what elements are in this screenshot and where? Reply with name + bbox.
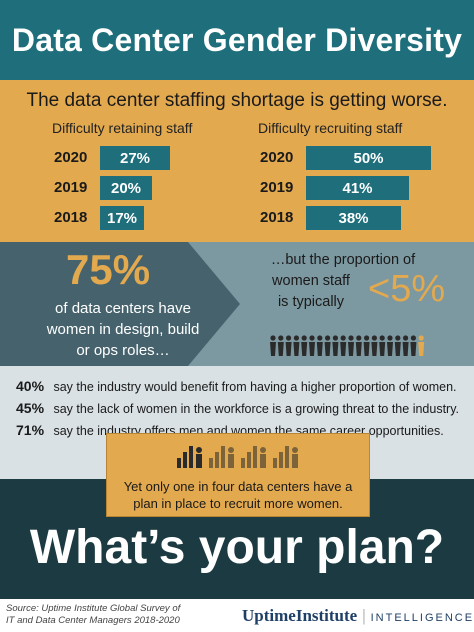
callout-line2: plan in place to recruit more women. xyxy=(133,496,343,511)
stat-text: say the industry would benefit from havi… xyxy=(53,380,457,394)
data-bar: 41% xyxy=(306,176,409,200)
year-tick-label: 2018 xyxy=(54,209,88,226)
growth-chart-people-icon xyxy=(177,446,298,468)
source-note: Source: Uptime Institute Global Survey o… xyxy=(6,603,180,627)
stat-percentage: 71% xyxy=(16,422,45,438)
source-line2: IT and Data Center Managers 2018-2020 xyxy=(6,615,180,626)
shortage-subtitle: The data center staffing shortage is get… xyxy=(26,90,448,111)
women-proportion-section: 75% of data centers have women in design… xyxy=(0,242,474,366)
recruiting-chart-title: Difficulty recruiting staff xyxy=(258,120,403,136)
callout-line1: Yet only one in four data centers have a xyxy=(123,479,353,494)
bar-value-label: 17% xyxy=(106,209,138,227)
brand-separator: | xyxy=(362,606,366,625)
design-roles-percentage: 75% xyxy=(66,246,151,293)
stat-percentage: 45% xyxy=(16,400,45,416)
stat-text: say the lack of women in the workforce i… xyxy=(53,402,460,416)
year-tick-label: 2020 xyxy=(260,149,294,166)
staff-text-line1: …but the proportion of xyxy=(270,252,416,268)
year-tick-label: 2019 xyxy=(260,179,294,196)
data-bar: 50% xyxy=(306,146,431,170)
footer: Source: Uptime Institute Global Survey o… xyxy=(0,599,474,632)
staff-text-line2: women staff xyxy=(272,273,350,289)
year-tick-label: 2019 xyxy=(54,179,88,196)
closing-headline: What’s your plan? xyxy=(29,521,445,574)
brand-name: UptimeInstitute xyxy=(242,606,358,625)
bar-value-label: 50% xyxy=(353,149,384,167)
bar-value-label: 20% xyxy=(110,179,142,197)
data-bar: 20% xyxy=(100,176,152,200)
staff-percentage: <5% xyxy=(368,268,446,310)
stat-row: 40% say the industry would benefit from … xyxy=(16,378,457,394)
staff-proportion-text: …but the proportion of women staff is ty… xyxy=(248,250,448,313)
arrow-shape xyxy=(0,242,240,366)
bar-value-label: 41% xyxy=(342,179,373,197)
retaining-chart-title: Difficulty retaining staff xyxy=(52,120,193,136)
bar-value-label: 27% xyxy=(119,149,151,167)
staffing-section: The data center staffing shortage is get… xyxy=(0,80,474,242)
bar-value-label: 38% xyxy=(338,209,369,227)
staff-text-line3: is typically xyxy=(277,294,345,310)
data-bar: 38% xyxy=(306,206,401,230)
brand-logo: UptimeInstitute | INTELLIGENCE xyxy=(242,606,474,626)
year-tick-label: 2018 xyxy=(260,209,294,226)
people-icon xyxy=(270,335,425,356)
brand-division: INTELLIGENCE xyxy=(370,612,474,624)
data-bar: 27% xyxy=(100,146,170,170)
source-line1: Source: Uptime Institute Global Survey o… xyxy=(6,603,181,614)
data-bar: 17% xyxy=(100,206,144,230)
stat-row: 45% say the lack of women in the workfor… xyxy=(16,400,459,416)
callout-text: Yet only one in four data centers have a… xyxy=(107,478,369,512)
stat-percentage: 40% xyxy=(16,378,45,394)
recruit-plan-callout: Yet only one in four data centers have a… xyxy=(106,433,370,517)
design-roles-text: of data centers have women in design, bu… xyxy=(46,300,200,359)
page-title: Data Center Gender Diversity xyxy=(11,22,463,58)
year-tick-label: 2020 xyxy=(54,149,88,166)
header-banner: Data Center Gender Diversity xyxy=(0,0,474,80)
